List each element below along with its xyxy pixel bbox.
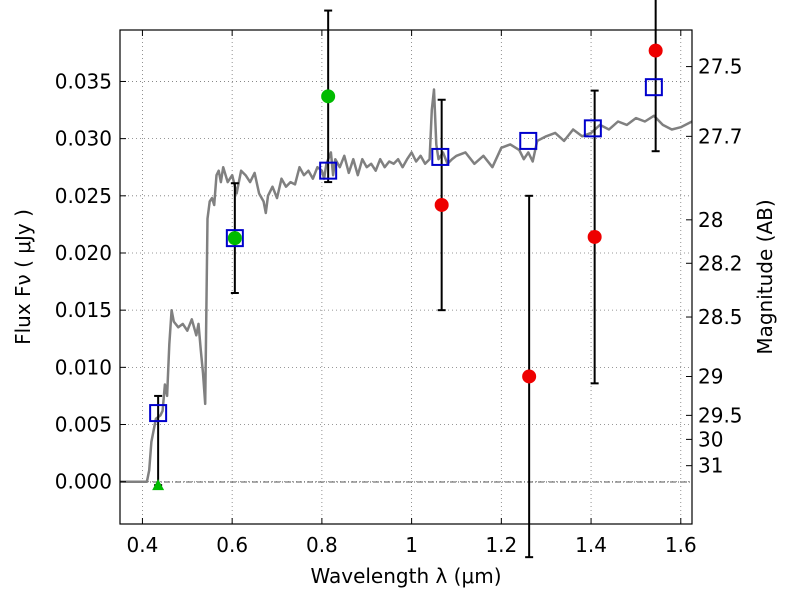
model-flux-square (149, 404, 168, 423)
y-tick-label: 0.000 (55, 470, 112, 494)
model-flux-square (583, 119, 602, 138)
y-tick-label: 0.025 (55, 184, 112, 208)
x-tick-label: 0.8 (306, 533, 338, 557)
x-tick-label: 1.2 (485, 533, 517, 557)
model-flux-square (225, 229, 244, 248)
x-tick-label: 0.6 (216, 533, 248, 557)
axis-ticks: 0.4 0.6 0.8 1 1.2 1.4 1.6 0.000 0.005 0.010 0.015 0… (55, 30, 743, 557)
y-tick-label: 0.010 (55, 355, 112, 379)
right-tick-label: 30 (698, 427, 723, 451)
right-tick-label: 27.7 (698, 124, 743, 148)
model-flux-square (319, 161, 338, 180)
model-flux-square (519, 131, 538, 150)
right-tick-label: 28.2 (698, 251, 743, 275)
right-tick-label: 29 (698, 364, 723, 388)
right-tick-label: 29.5 (698, 403, 743, 427)
plot-frame (119, 29, 693, 525)
model-flux-square (644, 78, 663, 97)
y-tick-label: 0.030 (55, 127, 112, 151)
right-tick-label: 31 (698, 454, 723, 478)
right-axis-label: Magnitude (AB) (753, 199, 777, 354)
data-layer (120, 0, 693, 559)
y-tick-label: 0.015 (55, 298, 112, 322)
green-data-point (321, 89, 336, 104)
red-data-point (434, 197, 449, 212)
green-data-point (227, 231, 242, 246)
x-tick-label: 1.4 (575, 533, 607, 557)
x-axis-label: Wavelength λ (μm) (310, 564, 501, 588)
model-flux-square (431, 147, 450, 166)
x-tick-label: 1.6 (665, 533, 697, 557)
y-tick-label: 0.035 (55, 69, 112, 93)
y-tick-label: 0.005 (55, 413, 112, 437)
y-axis-label: Flux Fν ( μJy ) (11, 209, 35, 345)
right-tick-label: 27.5 (698, 55, 743, 79)
red-data-point (648, 43, 663, 58)
y-tick-label: 0.020 (55, 241, 112, 265)
right-tick-label: 28 (698, 208, 723, 232)
model-sed-line (120, 88, 693, 483)
right-tick-label: 28.5 (698, 305, 743, 329)
red-data-point (587, 229, 602, 244)
x-tick-label: 1 (405, 533, 418, 557)
red-data-point (522, 369, 537, 384)
x-tick-label: 0.4 (127, 533, 159, 557)
upper-limit-triangle (152, 479, 165, 491)
